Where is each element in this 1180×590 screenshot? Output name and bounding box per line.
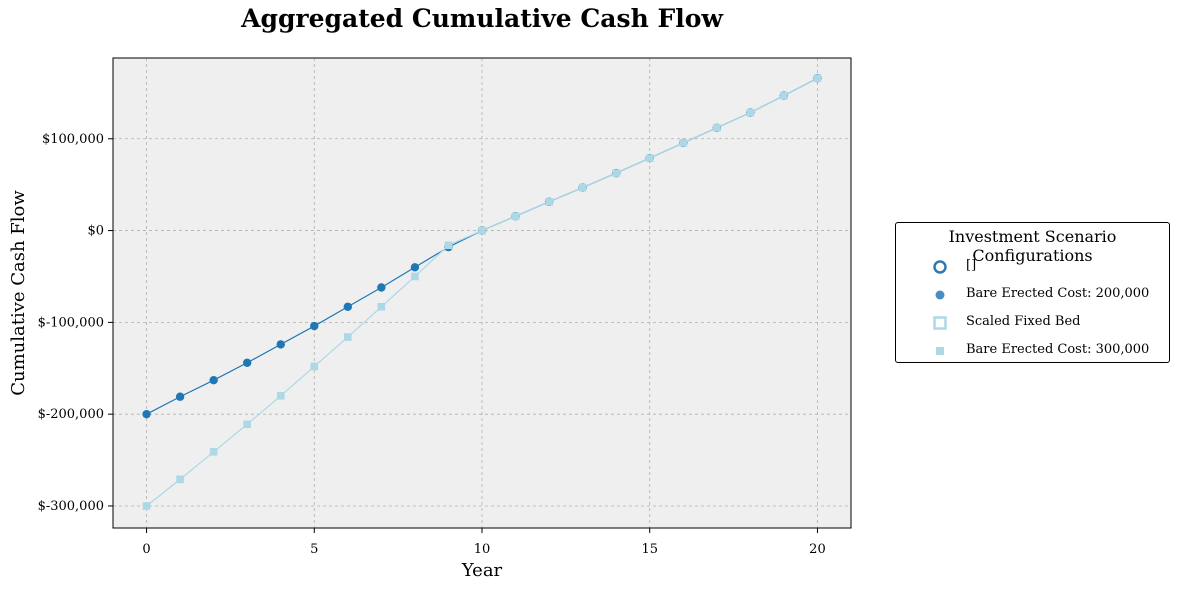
x-tick-label: 5 bbox=[310, 542, 318, 557]
data-point bbox=[142, 409, 151, 419]
data-point bbox=[310, 321, 319, 331]
data-point bbox=[746, 108, 755, 117]
data-point bbox=[780, 91, 788, 100]
data-point bbox=[310, 362, 319, 371]
data-point bbox=[175, 392, 185, 401]
data-point bbox=[276, 392, 285, 400]
axis-ticks: 0 5 10 15 20 $-300,000 $-200,000 $-100,000 $0 $10… bbox=[38, 132, 826, 557]
data-point bbox=[511, 212, 520, 220]
series-layer bbox=[142, 73, 822, 510]
x-tick-label: 15 bbox=[641, 542, 658, 557]
data-point bbox=[377, 283, 386, 292]
filled-square-marker-icon bbox=[936, 347, 944, 355]
y-tick-label: $0 bbox=[87, 224, 104, 239]
data-point bbox=[142, 502, 151, 510]
y-tick-label: $-300,000 bbox=[38, 499, 104, 514]
legend-label: Bare Erected Cost: 300,000 bbox=[966, 342, 1150, 357]
data-point bbox=[410, 263, 420, 272]
legend: Investment Scenario Configurations [] Ba… bbox=[895, 222, 1170, 363]
hollow-circle-marker-icon bbox=[933, 260, 947, 274]
data-point bbox=[444, 241, 453, 250]
data-point bbox=[343, 302, 353, 311]
y-axis-label: Cumulative Cash Flow bbox=[8, 190, 29, 396]
grid-lines bbox=[113, 58, 851, 528]
y-tick-label: $-100,000 bbox=[38, 315, 104, 330]
legend-label: [] bbox=[966, 258, 977, 273]
filled-circle-marker-icon bbox=[935, 290, 945, 300]
data-point bbox=[209, 376, 218, 385]
y-tick-label: $100,000 bbox=[42, 132, 104, 147]
x-axis-label: Year bbox=[461, 560, 503, 581]
data-point bbox=[612, 169, 620, 177]
y-tick-label: $-200,000 bbox=[38, 407, 104, 422]
data-point bbox=[377, 302, 386, 311]
data-point bbox=[813, 74, 822, 82]
data-point bbox=[276, 340, 285, 349]
data-point bbox=[176, 475, 184, 484]
data-point bbox=[578, 183, 587, 192]
x-tick-label: 10 bbox=[474, 542, 491, 557]
x-tick-label: 0 bbox=[142, 542, 150, 557]
data-point bbox=[344, 333, 352, 341]
legend-title: Investment Scenario Configurations bbox=[948, 227, 1117, 265]
data-point bbox=[545, 198, 553, 206]
data-point bbox=[713, 123, 721, 132]
data-point bbox=[679, 139, 688, 147]
series-2 bbox=[142, 74, 822, 510]
legend-label: Bare Erected Cost: 200,000 bbox=[966, 286, 1150, 301]
data-point bbox=[478, 226, 486, 235]
data-point bbox=[411, 272, 419, 281]
x-tick-label: 20 bbox=[809, 542, 826, 557]
hollow-square-marker-icon bbox=[933, 316, 947, 330]
data-point bbox=[645, 154, 654, 162]
data-point bbox=[242, 358, 252, 367]
legend-label: Scaled Fixed Bed bbox=[966, 314, 1081, 329]
chart-title: Aggregated Cumulative Cash Flow bbox=[241, 4, 723, 33]
data-point bbox=[243, 420, 251, 429]
data-point bbox=[209, 448, 218, 456]
